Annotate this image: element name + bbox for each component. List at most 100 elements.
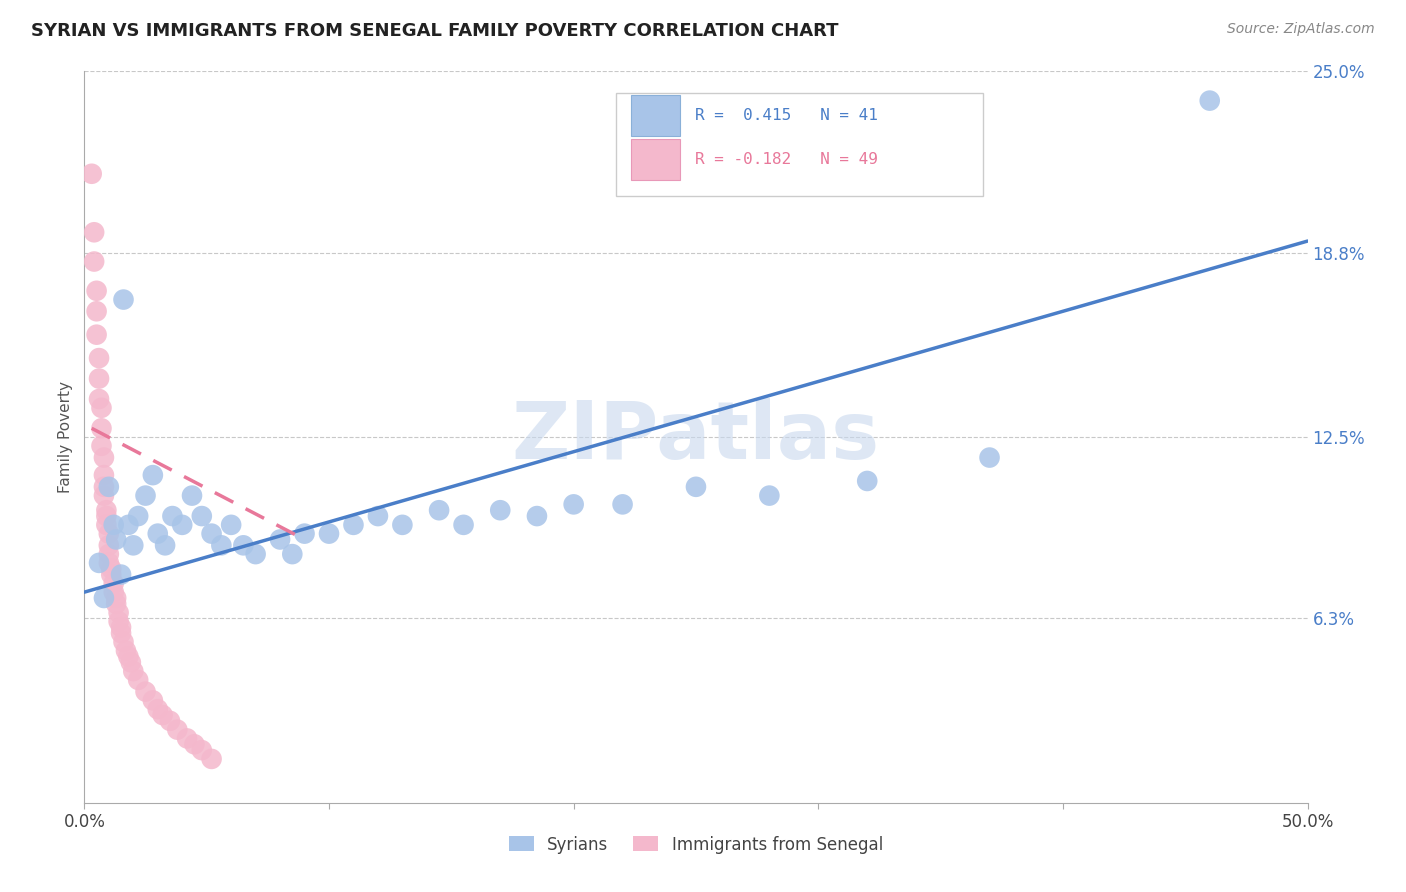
Point	[152, 708, 174, 723]
Point	[612, 497, 634, 511]
Point	[117, 649, 139, 664]
Point	[146, 702, 169, 716]
Point	[105, 591, 128, 605]
Point	[232, 538, 254, 552]
Point	[80, 167, 103, 181]
Point	[110, 567, 132, 582]
Point	[93, 489, 115, 503]
Point	[172, 517, 194, 532]
Point	[117, 517, 139, 532]
Point	[281, 547, 304, 561]
Point	[90, 439, 112, 453]
Point	[90, 401, 112, 415]
Point	[342, 517, 364, 532]
Point	[758, 489, 780, 503]
Point	[86, 304, 108, 318]
Point	[115, 643, 138, 657]
Point	[93, 480, 115, 494]
Point	[110, 620, 132, 634]
Point	[87, 371, 110, 385]
Point	[245, 547, 267, 561]
Point	[391, 517, 413, 532]
Point	[122, 538, 145, 552]
Point	[97, 538, 120, 552]
Point	[269, 533, 291, 547]
Point	[183, 737, 205, 751]
Point	[489, 503, 512, 517]
Point	[110, 626, 132, 640]
Point	[107, 606, 129, 620]
Point	[97, 547, 120, 561]
Text: R = -0.182   N = 49: R = -0.182 N = 49	[695, 152, 877, 167]
Point	[93, 591, 115, 605]
Point	[142, 468, 165, 483]
Point	[112, 293, 135, 307]
Point	[979, 450, 1001, 465]
Point	[86, 327, 108, 342]
Point	[87, 556, 110, 570]
Point	[127, 509, 149, 524]
Point	[526, 509, 548, 524]
FancyBboxPatch shape	[616, 94, 983, 195]
Point	[200, 752, 222, 766]
Point	[127, 673, 149, 687]
Text: SYRIAN VS IMMIGRANTS FROM SENEGAL FAMILY POVERTY CORRELATION CHART: SYRIAN VS IMMIGRANTS FROM SENEGAL FAMILY…	[31, 22, 838, 40]
Point	[685, 480, 707, 494]
Point	[96, 509, 118, 524]
Point	[135, 489, 157, 503]
Point	[103, 517, 125, 532]
Legend: Syrians, Immigrants from Senegal: Syrians, Immigrants from Senegal	[502, 829, 890, 860]
Point	[191, 743, 214, 757]
Point	[159, 714, 181, 728]
Point	[87, 351, 110, 365]
Text: R =  0.415   N = 41: R = 0.415 N = 41	[695, 108, 877, 123]
Point	[103, 576, 125, 591]
Text: Source: ZipAtlas.com: Source: ZipAtlas.com	[1227, 22, 1375, 37]
Point	[367, 509, 389, 524]
Point	[100, 567, 122, 582]
Point	[162, 509, 184, 524]
Point	[122, 664, 145, 678]
Point	[153, 538, 176, 552]
Point	[453, 517, 475, 532]
Point	[107, 615, 129, 629]
Point	[219, 517, 242, 532]
Point	[87, 392, 110, 406]
Point	[191, 509, 214, 524]
Point	[200, 526, 222, 541]
Point	[83, 225, 105, 239]
Point	[166, 723, 188, 737]
Text: ZIPatlas: ZIPatlas	[512, 398, 880, 476]
Point	[105, 597, 128, 611]
Point	[856, 474, 879, 488]
Point	[1198, 94, 1220, 108]
Point	[120, 656, 142, 670]
Point	[97, 526, 120, 541]
Point	[294, 526, 316, 541]
Point	[97, 556, 120, 570]
Point	[142, 693, 165, 707]
Point	[176, 731, 198, 746]
Point	[97, 480, 120, 494]
FancyBboxPatch shape	[631, 139, 681, 179]
Point	[86, 284, 108, 298]
Point	[209, 538, 232, 552]
Point	[90, 421, 112, 435]
Point	[93, 468, 115, 483]
Point	[135, 684, 157, 698]
Point	[93, 450, 115, 465]
Point	[562, 497, 585, 511]
Y-axis label: Family Poverty: Family Poverty	[58, 381, 73, 493]
Point	[146, 526, 169, 541]
Point	[96, 503, 118, 517]
Point	[103, 585, 125, 599]
Point	[112, 635, 135, 649]
Point	[96, 517, 118, 532]
FancyBboxPatch shape	[631, 95, 681, 136]
Point	[318, 526, 340, 541]
Point	[100, 562, 122, 576]
Point	[181, 489, 204, 503]
Point	[427, 503, 450, 517]
Point	[83, 254, 105, 268]
Point	[105, 533, 128, 547]
